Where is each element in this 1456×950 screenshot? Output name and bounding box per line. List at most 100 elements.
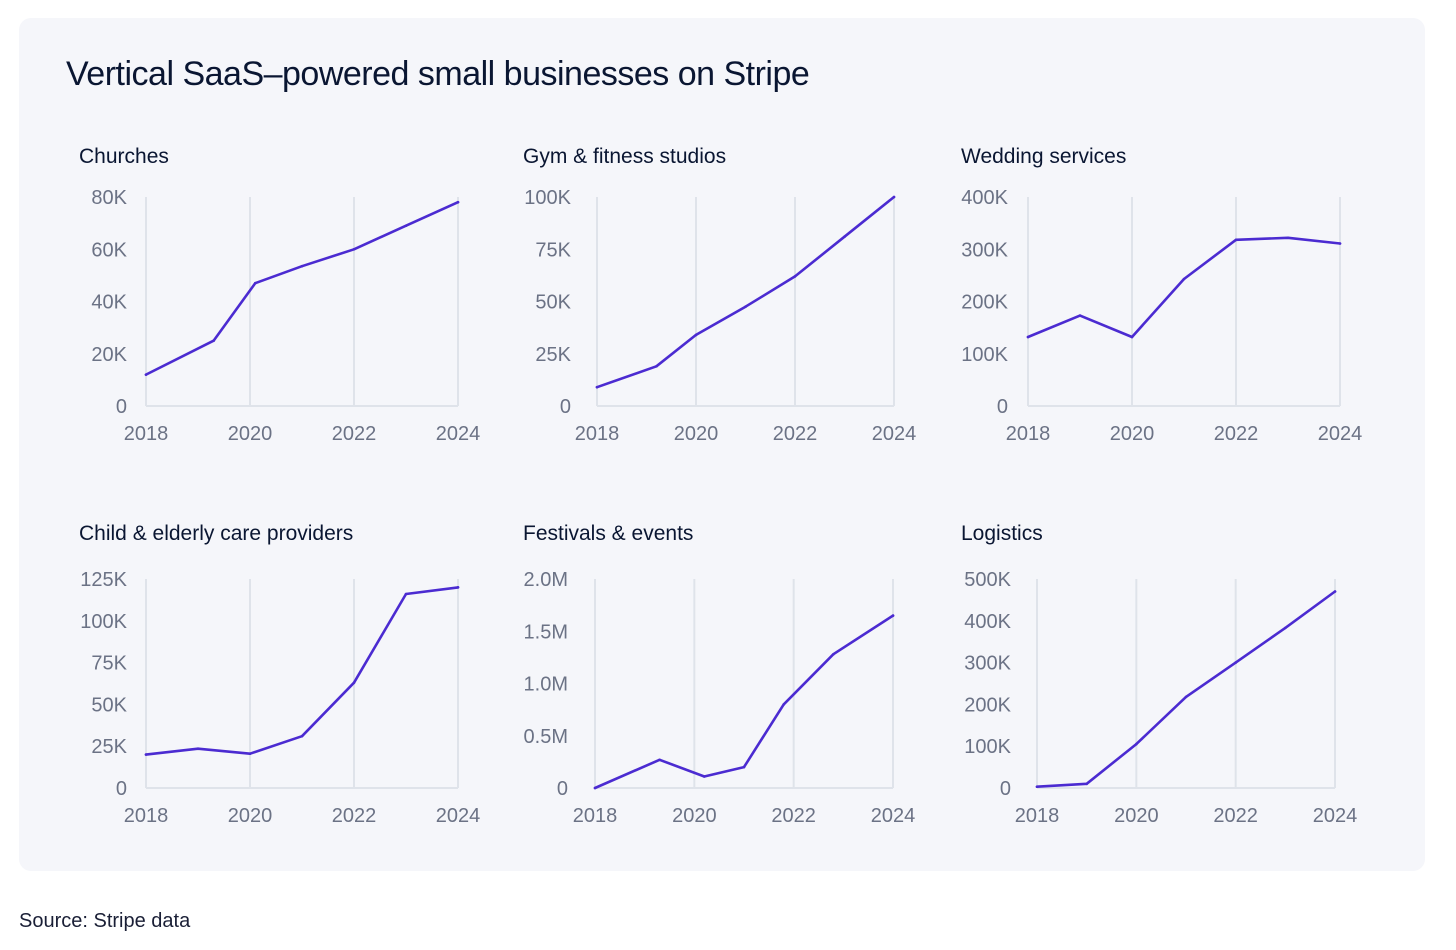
data-point [782, 703, 786, 706]
y-tick-label: 500K [964, 569, 1011, 591]
y-tick-label: 25K [535, 344, 571, 366]
x-tick-label: 2022 [773, 423, 818, 445]
y-tick-label: 80K [91, 187, 127, 209]
data-point [1026, 335, 1030, 339]
x-tick-label: 2020 [674, 423, 719, 445]
x-tick-label: 2024 [436, 423, 481, 445]
data-point [144, 753, 148, 756]
data-point [196, 747, 200, 751]
x-tick-label: 2022 [332, 805, 377, 827]
x-tick-label: 2024 [872, 423, 917, 445]
y-tick-label: 200K [964, 694, 1011, 716]
x-tick-label: 2018 [124, 423, 169, 445]
data-point [248, 752, 252, 756]
chart-panel: Gym & fitness studios 0 25K 50K 75K 100K 2018 2… [523, 145, 916, 445]
data-point [404, 224, 408, 228]
panel-title: Child & elderly care providers [79, 522, 353, 545]
data-point [793, 275, 797, 278]
chart-panel: Churches 0 20K 40K 60K 80K 2018 2020 2022 2024 [79, 145, 480, 445]
chart-panel: Child & elderly care providers 0 25K 50K 75K… [79, 522, 480, 827]
y-tick-label: 0 [1000, 778, 1011, 800]
x-tick-label: 2020 [672, 805, 717, 827]
series-line [144, 586, 460, 756]
y-tick-label: 50K [91, 694, 127, 716]
chart-card: Vertical SaaS–powered small businesses o… [19, 18, 1425, 871]
data-point [352, 247, 356, 251]
y-tick-label: 100K [961, 344, 1008, 366]
data-point [212, 339, 215, 342]
x-tick-label: 2022 [1214, 423, 1259, 445]
x-tick-label: 2022 [771, 805, 816, 827]
data-point [655, 364, 658, 368]
y-tick-label: 100K [964, 736, 1011, 758]
data-point [694, 333, 698, 337]
source-note: Source: Stripe data [19, 910, 191, 932]
data-point [702, 775, 706, 778]
y-tick-label: 300K [964, 653, 1011, 675]
y-tick-label: 200K [961, 292, 1008, 314]
y-tick-label: 0 [557, 778, 568, 800]
series-line [1026, 236, 1342, 339]
x-tick-label: 2020 [228, 805, 273, 827]
panel-title: Churches [79, 145, 169, 168]
x-tick-label: 2018 [573, 805, 618, 827]
y-tick-label: 1.0M [524, 674, 568, 696]
x-tick-label: 2024 [1313, 805, 1358, 827]
x-tick-label: 2022 [1213, 805, 1258, 827]
data-point [1284, 626, 1287, 630]
data-point [843, 235, 846, 239]
x-tick-label: 2018 [124, 805, 169, 827]
data-point [404, 592, 408, 596]
figure-title: Vertical SaaS–powered small businesses o… [66, 55, 810, 93]
x-tick-label: 2020 [1114, 805, 1159, 827]
y-tick-label: 400K [964, 611, 1011, 633]
data-point [1234, 238, 1238, 242]
data-point [1078, 314, 1082, 317]
series-line [1035, 590, 1337, 789]
y-tick-label: 50K [535, 292, 571, 314]
y-tick-label: 125K [80, 569, 127, 591]
panel-title: Gym & fitness studios [523, 145, 726, 168]
chart-panel: Wedding services 0 100K 200K 300K 400K 2018 202… [961, 145, 1362, 445]
y-tick-label: 2.0M [524, 569, 568, 591]
x-tick-label: 2020 [1110, 423, 1155, 445]
data-point [144, 373, 148, 376]
y-tick-label: 0.5M [524, 726, 568, 748]
y-tick-label: 400K [961, 187, 1008, 209]
y-tick-label: 0 [116, 396, 127, 418]
data-point [300, 734, 304, 738]
data-point [253, 281, 257, 285]
y-tick-label: 75K [91, 653, 127, 675]
data-point [1135, 742, 1138, 746]
data-point [1130, 335, 1134, 339]
data-point [658, 758, 661, 762]
y-tick-label: 25K [91, 736, 127, 758]
series-line [595, 195, 896, 389]
data-point [1333, 590, 1337, 593]
data-point [1182, 277, 1186, 281]
x-tick-label: 2020 [228, 423, 273, 445]
data-point [1085, 782, 1088, 786]
data-point [1035, 785, 1039, 789]
x-tick-label: 2024 [1318, 423, 1363, 445]
data-point [456, 586, 460, 589]
x-tick-label: 2024 [871, 805, 916, 827]
data-point [892, 195, 896, 199]
y-tick-label: 75K [535, 239, 571, 261]
data-point [300, 264, 304, 268]
data-point [595, 385, 599, 389]
chart-panel: Logistics 0 100K 200K 300K 400K 500K 2018 2020 20… [961, 522, 1357, 827]
y-tick-label: 20K [91, 344, 127, 366]
data-point [891, 614, 895, 617]
data-point [744, 305, 747, 309]
y-tick-label: 0 [116, 778, 127, 800]
y-tick-label: 60K [91, 239, 127, 261]
panel-title: Wedding services [961, 145, 1126, 168]
x-tick-label: 2018 [1015, 805, 1060, 827]
data-point [1286, 236, 1290, 240]
data-point [352, 681, 356, 684]
panel-title: Festivals & events [523, 522, 693, 545]
data-point [832, 652, 835, 656]
x-tick-label: 2022 [332, 423, 377, 445]
